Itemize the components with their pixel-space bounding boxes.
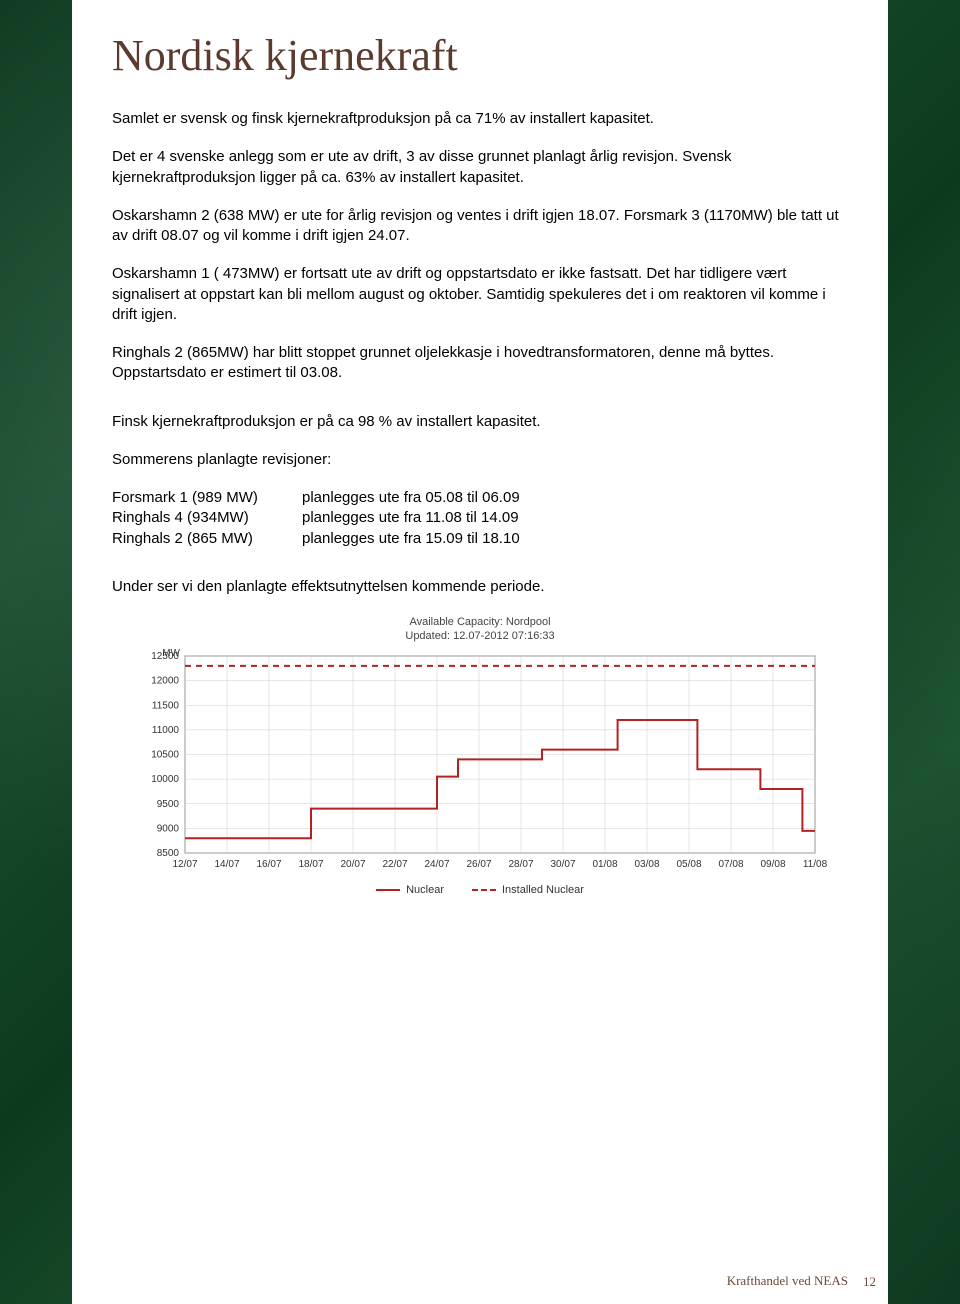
svg-text:10000: 10000	[151, 774, 179, 785]
svg-text:24/07: 24/07	[424, 859, 449, 870]
paragraph: Det er 4 svenske anlegg som er ute av dr…	[112, 147, 848, 188]
svg-text:09/08: 09/08	[760, 859, 785, 870]
svg-text:11/08: 11/08	[803, 859, 828, 870]
svg-text:12500: 12500	[151, 651, 179, 662]
svg-text:26/07: 26/07	[466, 859, 491, 870]
paragraph: Under ser vi den planlagte effektsutnytt…	[112, 577, 848, 597]
revision-name: Ringhals 2 (865 MW)	[112, 529, 302, 549]
chart-title: Available Capacity: Nordpool Updated: 12…	[130, 615, 830, 644]
svg-text:10500: 10500	[151, 749, 179, 760]
svg-text:18/07: 18/07	[298, 859, 323, 870]
svg-text:9500: 9500	[157, 798, 180, 809]
svg-text:07/08: 07/08	[718, 859, 743, 870]
svg-text:05/08: 05/08	[676, 859, 701, 870]
revision-name: Forsmark 1 (989 MW)	[112, 488, 302, 508]
svg-text:20/07: 20/07	[340, 859, 365, 870]
svg-text:16/07: 16/07	[256, 859, 281, 870]
legend-label: Nuclear	[406, 884, 444, 896]
svg-text:14/07: 14/07	[214, 859, 239, 870]
revision-plan: planlegges ute fra 05.08 til 06.09	[302, 488, 848, 508]
paragraph: Samlet er svensk og finsk kjernekraftpro…	[112, 109, 848, 129]
table-row: Forsmark 1 (989 MW) planlegges ute fra 0…	[112, 488, 848, 508]
svg-text:01/08: 01/08	[592, 859, 617, 870]
legend-item-installed: Installed Nuclear	[472, 884, 584, 896]
svg-text:30/07: 30/07	[550, 859, 575, 870]
paragraph: Oskarshamn 2 (638 MW) er ute for årlig r…	[112, 206, 848, 247]
svg-text:03/08: 03/08	[634, 859, 659, 870]
paragraph: Oskarshamn 1 ( 473MW) er fortsatt ute av…	[112, 264, 848, 325]
svg-text:22/07: 22/07	[382, 859, 407, 870]
chart-svg: MW85009000950010000105001100011500120001…	[130, 648, 830, 878]
table-row: Ringhals 4 (934MW) planlegges ute fra 11…	[112, 508, 848, 528]
chart-title-line: Available Capacity: Nordpool	[409, 616, 550, 628]
legend-swatch-solid	[376, 889, 400, 891]
revision-plan: planlegges ute fra 15.09 til 18.10	[302, 529, 848, 549]
svg-text:9000: 9000	[157, 823, 180, 834]
legend-swatch-dashed	[472, 889, 496, 891]
page-card: Nordisk kjernekraft Samlet er svensk og …	[72, 0, 888, 1304]
svg-text:12000: 12000	[151, 675, 179, 686]
svg-text:28/07: 28/07	[508, 859, 533, 870]
svg-text:11000: 11000	[152, 724, 180, 735]
svg-text:8500: 8500	[157, 848, 180, 859]
table-row: Ringhals 2 (865 MW) planlegges ute fra 1…	[112, 529, 848, 549]
paragraph: Sommerens planlagte revisjoner:	[112, 450, 848, 470]
legend-label: Installed Nuclear	[502, 884, 584, 896]
capacity-chart: Available Capacity: Nordpool Updated: 12…	[130, 615, 830, 896]
revisions-table: Forsmark 1 (989 MW) planlegges ute fra 0…	[112, 488, 848, 549]
legend-item-nuclear: Nuclear	[376, 884, 444, 896]
page-title: Nordisk kjernekraft	[112, 30, 848, 81]
paragraph: Finsk kjernekraftproduksjon er på ca 98 …	[112, 412, 848, 432]
chart-title-line: Updated: 12.07-2012 07:16:33	[405, 630, 554, 642]
page-number: 12	[863, 1274, 876, 1290]
chart-legend: Nuclear Installed Nuclear	[130, 884, 830, 896]
revision-plan: planlegges ute fra 11.08 til 14.09	[302, 508, 848, 528]
revision-name: Ringhals 4 (934MW)	[112, 508, 302, 528]
paragraph: Ringhals 2 (865MW) har blitt stoppet gru…	[112, 343, 848, 384]
svg-text:12/07: 12/07	[172, 859, 197, 870]
footer-text: Krafthandel ved NEAS	[727, 1273, 848, 1290]
svg-text:11500: 11500	[152, 700, 180, 711]
body-text: Samlet er svensk og finsk kjernekraftpro…	[112, 109, 848, 597]
